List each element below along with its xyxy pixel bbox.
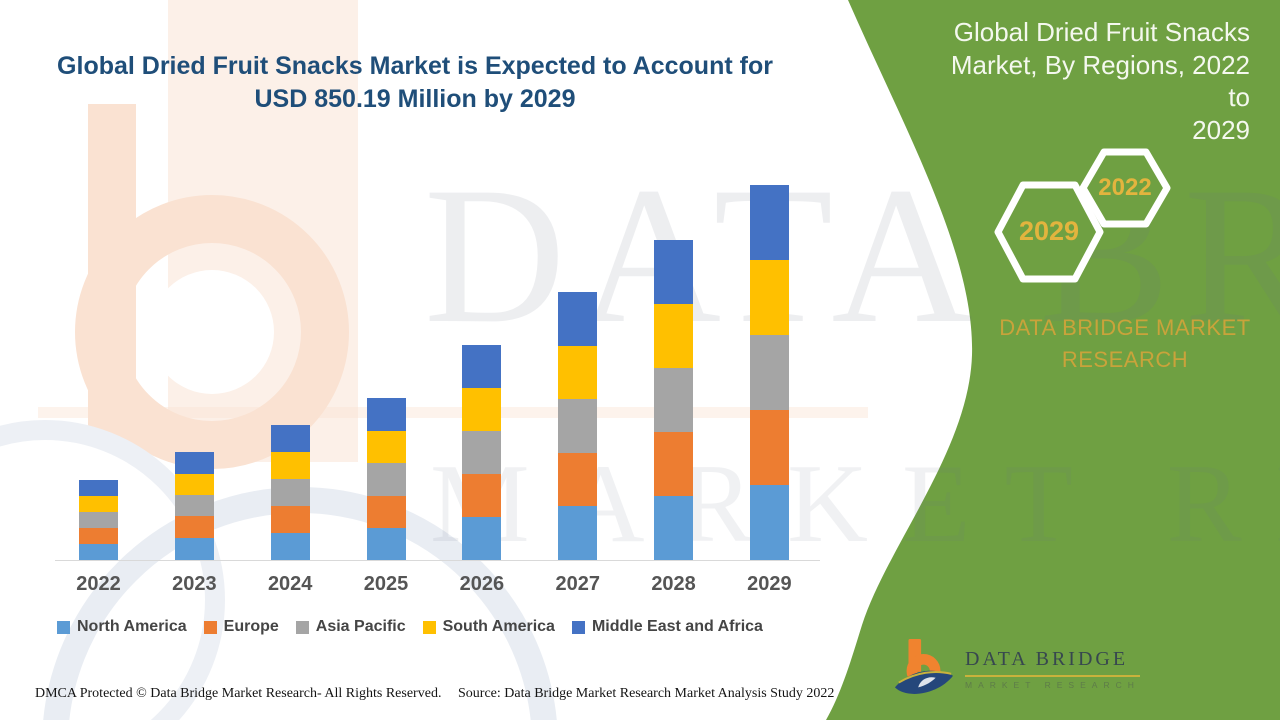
bar-segment-2029-north-america (749, 485, 789, 560)
bar-segment-2028-south-america (654, 304, 694, 368)
bar-segment-2022-middle-east-and-africa (79, 480, 118, 496)
bar-segment-2028-europe (654, 432, 694, 496)
legend-swatch-icon (57, 620, 70, 634)
legend-label: North America (77, 618, 187, 635)
x-axis-label-2024: 2024 (267, 573, 313, 595)
bar-2024 (270, 425, 310, 560)
bar-2022 (79, 480, 118, 560)
x-axis-line (55, 560, 820, 561)
bar-segment-2024-asia-pacific (270, 479, 310, 506)
dmca-notice: DMCA Protected © Data Bridge Market Rese… (35, 686, 442, 701)
data-bridge-logo: DATA BRIDGE MARKET RESEARCH (893, 636, 1140, 702)
legend-item-asia-pacific: Asia Pacific (295, 618, 406, 636)
data-bridge-b-icon (894, 638, 954, 694)
logo-words: DATA BRIDGE MARKET RESEARCH (965, 648, 1140, 690)
bar-segment-2027-asia-pacific (558, 399, 598, 453)
legend-label: Middle East and Africa (591, 618, 763, 635)
x-axis-label-2023: 2023 (172, 573, 217, 595)
hexagon-year-2029: 2029 (1018, 216, 1080, 246)
bar-segment-2026-south-america (462, 388, 502, 431)
panel-title: Global Dried Fruit Snacks Market, By Reg… (950, 17, 1250, 145)
bar-segment-2027-south-america (558, 346, 598, 399)
x-axis-label-2022: 2022 (76, 573, 121, 595)
bar-segment-2023-north-america (174, 538, 214, 560)
peach-band-watermark (38, 407, 868, 418)
bar-segment-2027-middle-east-and-africa (558, 292, 598, 346)
bar-segment-2022-europe (79, 528, 118, 544)
bar-2029 (749, 185, 789, 560)
bar-segment-2024-middle-east-and-africa (270, 425, 310, 452)
bar-segment-2027-europe (558, 453, 598, 506)
bar-segment-2023-europe (174, 516, 214, 538)
bar-segment-2022-north-america (79, 544, 118, 560)
legend-swatch-icon (422, 620, 436, 634)
legend-label: South America (442, 618, 555, 635)
bar-segment-2028-north-america (654, 496, 694, 560)
bar-2023 (174, 452, 214, 560)
bar-segment-2029-europe (749, 410, 789, 485)
x-axis-label-2029: 2029 (747, 573, 792, 595)
bar-segment-2022-south-america (79, 496, 118, 512)
legend-swatch-icon (295, 620, 309, 634)
source-note: Source: Data Bridge Market Research Mark… (458, 686, 835, 701)
logo-name: DATA BRIDGE (965, 648, 1140, 677)
bar-segment-2023-asia-pacific (174, 495, 214, 516)
legend-item-middle-east-and-africa: Middle East and Africa (571, 618, 763, 636)
bar-segment-2025-middle-east-and-africa (366, 398, 406, 431)
x-axis-label-2028: 2028 (651, 573, 696, 595)
bar-2025 (366, 398, 406, 560)
legend-label: Europe (223, 618, 279, 635)
x-axis-label-2025: 2025 (363, 573, 409, 595)
logo-subtitle: MARKET RESEARCH (965, 680, 1140, 690)
stacked-bar-chart (79, 184, 789, 560)
bar-segment-2029-asia-pacific (749, 335, 789, 410)
bar-segment-2026-middle-east-and-africa (462, 345, 502, 388)
bar-segment-2023-south-america (174, 474, 214, 495)
bar-segment-2027-north-america (558, 506, 598, 560)
bar-2027 (558, 292, 598, 560)
chart-legend: North America Europe Asia Pacific South Ame… (57, 618, 837, 636)
bar-segment-2022-asia-pacific (79, 512, 118, 528)
bar-segment-2025-asia-pacific (366, 463, 406, 496)
bar-2028 (654, 240, 694, 560)
bar-segment-2026-asia-pacific (462, 431, 502, 474)
bar-segment-2024-europe (270, 506, 310, 533)
hexagon-year-2022: 2022 (1098, 174, 1152, 201)
legend-swatch-icon (203, 620, 217, 634)
bar-segment-2029-south-america (749, 260, 789, 335)
bar-segment-2025-north-america (366, 528, 406, 560)
bar-segment-2026-north-america (462, 517, 502, 560)
x-axis-labels: 2022 2023 2024 2025 2026 2027 2028 2029 (76, 573, 792, 596)
bar-segment-2026-europe (462, 474, 502, 517)
bar-2026 (462, 345, 502, 560)
hexagon-badges (994, 148, 1171, 283)
bar-segment-2024-south-america (270, 452, 310, 479)
legend-item-south-america: South America (422, 618, 555, 636)
bar-segment-2024-north-america (270, 533, 310, 560)
x-axis-label-2026: 2026 (459, 573, 505, 595)
legend-label: Asia Pacific (315, 618, 406, 635)
chart-title: Global Dried Fruit Snacks Market is Expe… (57, 52, 773, 113)
bar-segment-2025-south-america (366, 431, 406, 463)
bar-segment-2023-middle-east-and-africa (174, 452, 214, 474)
legend-item-north-america: North America (57, 618, 187, 636)
bar-segment-2028-asia-pacific (654, 368, 694, 432)
x-axis-label-2027: 2027 (555, 573, 600, 595)
brand-wordmark-gold: DATA BRIDGE MARKET RESEARCH (999, 315, 1251, 372)
bar-segment-2025-europe (366, 496, 406, 528)
bar-segment-2028-middle-east-and-africa (654, 240, 694, 304)
legend-swatch-icon (571, 620, 585, 634)
bar-segment-2029-middle-east-and-africa (749, 185, 789, 260)
legend-item-europe: Europe (203, 618, 279, 636)
